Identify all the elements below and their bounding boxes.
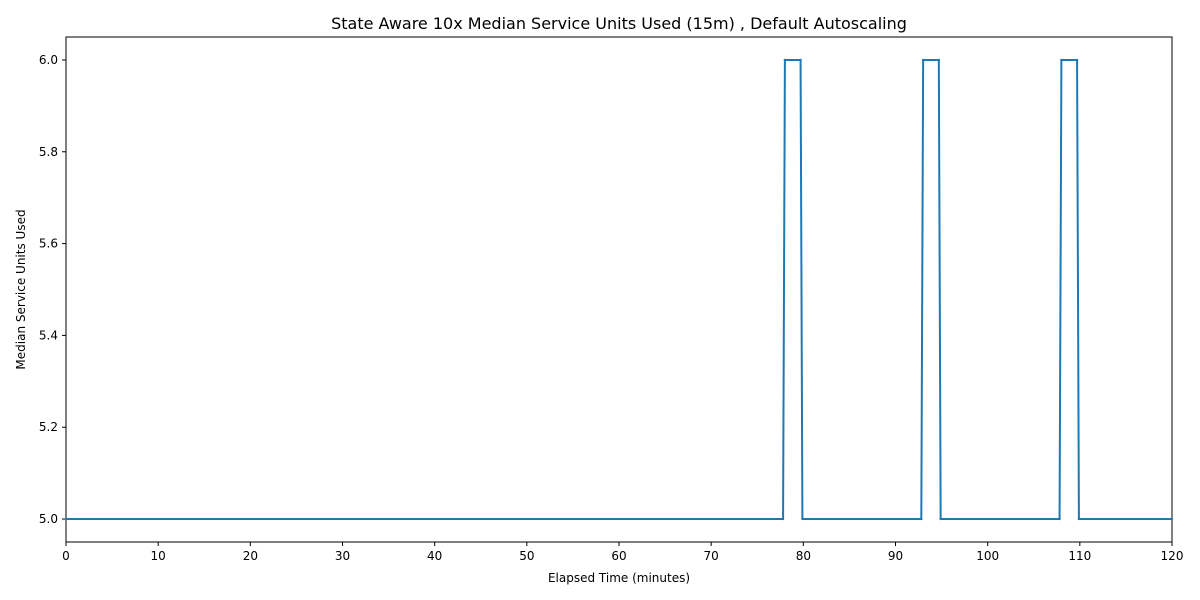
chart-title: State Aware 10x Median Service Units Use… <box>331 14 907 33</box>
data-point <box>1058 517 1061 521</box>
x-tick-label: 10 <box>151 549 166 563</box>
y-tick-label: 5.2 <box>39 420 58 434</box>
x-tick-label: 50 <box>519 549 534 563</box>
y-tick-label: 5.8 <box>39 145 58 159</box>
data-point <box>921 58 925 62</box>
x-tick-label: 30 <box>335 549 350 563</box>
data-point <box>1060 58 1063 62</box>
data-point <box>1170 517 1174 521</box>
y-tick-label: 5.6 <box>39 237 58 251</box>
series-layer <box>64 58 1174 521</box>
y-tick-label: 5.4 <box>39 328 58 342</box>
data-point <box>783 58 787 62</box>
x-tick-label: 70 <box>704 549 719 563</box>
data-point <box>937 58 941 62</box>
data-point <box>920 517 923 521</box>
x-tick-label: 60 <box>611 549 626 563</box>
data-point <box>64 517 68 521</box>
series-line <box>66 58 1172 521</box>
x-tick-label: 80 <box>796 549 811 563</box>
data-point <box>799 58 802 62</box>
data-point <box>1077 517 1081 521</box>
data-point <box>781 517 785 521</box>
x-tick-label: 40 <box>427 549 442 563</box>
x-tick-label: 110 <box>1068 549 1091 563</box>
x-tick-label: 120 <box>1161 549 1184 563</box>
x-axis: 0 10 20 30 40 50 60 70 80 90 100 110 120 <box>62 542 1183 563</box>
y-tick-label: 5.0 <box>39 512 58 526</box>
x-tick-label: 0 <box>62 549 70 563</box>
y-axis: 5.0 5.2 5.4 5.6 5.8 6.0 <box>39 53 66 526</box>
x-tick-label: 90 <box>888 549 903 563</box>
x-axis-title: Elapsed Time (minutes) <box>548 571 690 585</box>
x-tick-label: 100 <box>976 549 999 563</box>
data-point <box>801 517 804 521</box>
y-axis-title: Median Service Units Used <box>14 209 28 369</box>
y-tick-label: 6.0 <box>39 53 58 67</box>
x-tick-label: 20 <box>243 549 258 563</box>
data-point <box>1075 58 1079 62</box>
data-point <box>939 517 942 521</box>
